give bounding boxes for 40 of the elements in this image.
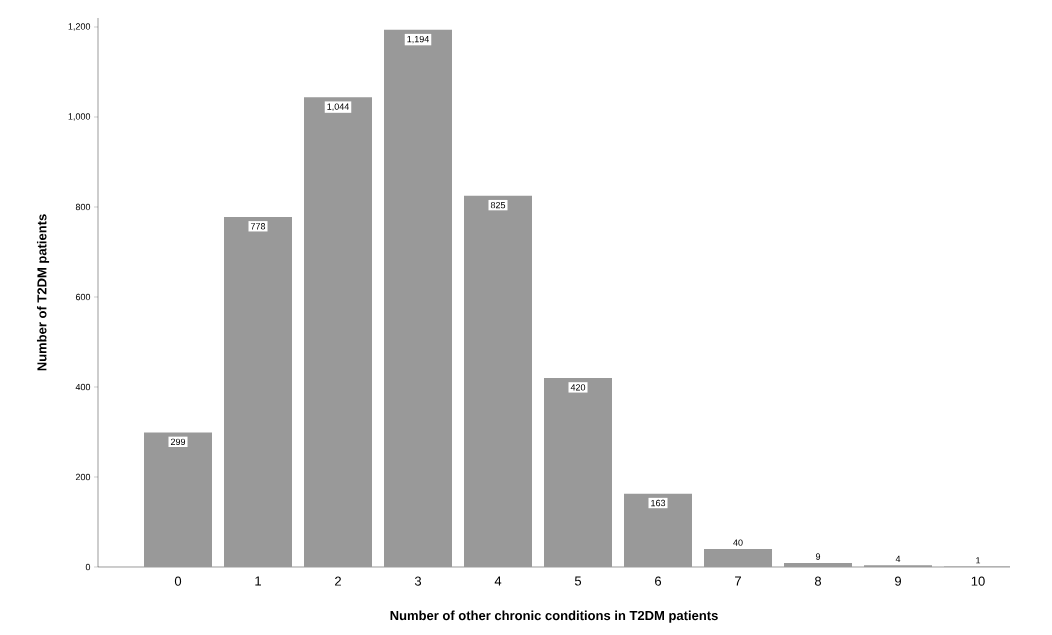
data-label: 40	[733, 539, 743, 546]
y-tick-label: 0	[85, 563, 91, 571]
y-tick-label: 400	[75, 383, 91, 391]
y-tick-label: 800	[75, 203, 91, 211]
bar	[544, 378, 612, 567]
data-label: 1,044	[327, 103, 349, 111]
data-label: 9	[815, 553, 821, 560]
x-tick-label: 6	[655, 576, 662, 586]
bar	[224, 216, 292, 567]
y-axis-title: Number of T2DM patients	[36, 214, 50, 371]
bar	[464, 195, 533, 567]
bar	[304, 97, 372, 567]
x-tick-label: 3	[414, 576, 422, 586]
data-label: 4	[895, 555, 901, 562]
data-label: 420	[570, 384, 586, 391]
x-tick-label: 9	[895, 576, 902, 586]
y-tick-label: 1,000	[68, 113, 91, 121]
data-label: 778	[250, 223, 266, 230]
bar	[144, 432, 212, 567]
x-tick-label: 5	[574, 576, 582, 586]
x-tick-label: 10	[971, 576, 985, 586]
y-tick-label: 600	[75, 293, 91, 301]
bar	[784, 562, 853, 567]
x-tick-label: 2	[335, 576, 341, 586]
y-tick-label: 1,200	[68, 23, 91, 31]
bar	[624, 493, 693, 567]
x-tick-label: 8	[814, 576, 822, 586]
data-label: 1,194	[407, 35, 429, 44]
bar	[704, 549, 773, 567]
x-tick-label: 4	[494, 576, 502, 586]
y-tick-label: 200	[75, 473, 91, 481]
data-label: 1	[976, 557, 981, 564]
x-tick-label: 0	[174, 576, 182, 586]
x-tick-label: 1	[255, 576, 261, 586]
data-label: 163	[651, 499, 666, 507]
x-axis-title: Number of other chronic conditions in T2DM patients	[390, 610, 718, 623]
data-label: 825	[490, 201, 506, 209]
data-label: 299	[170, 438, 186, 446]
bar	[384, 29, 453, 567]
x-tick-label: 7	[735, 576, 741, 586]
